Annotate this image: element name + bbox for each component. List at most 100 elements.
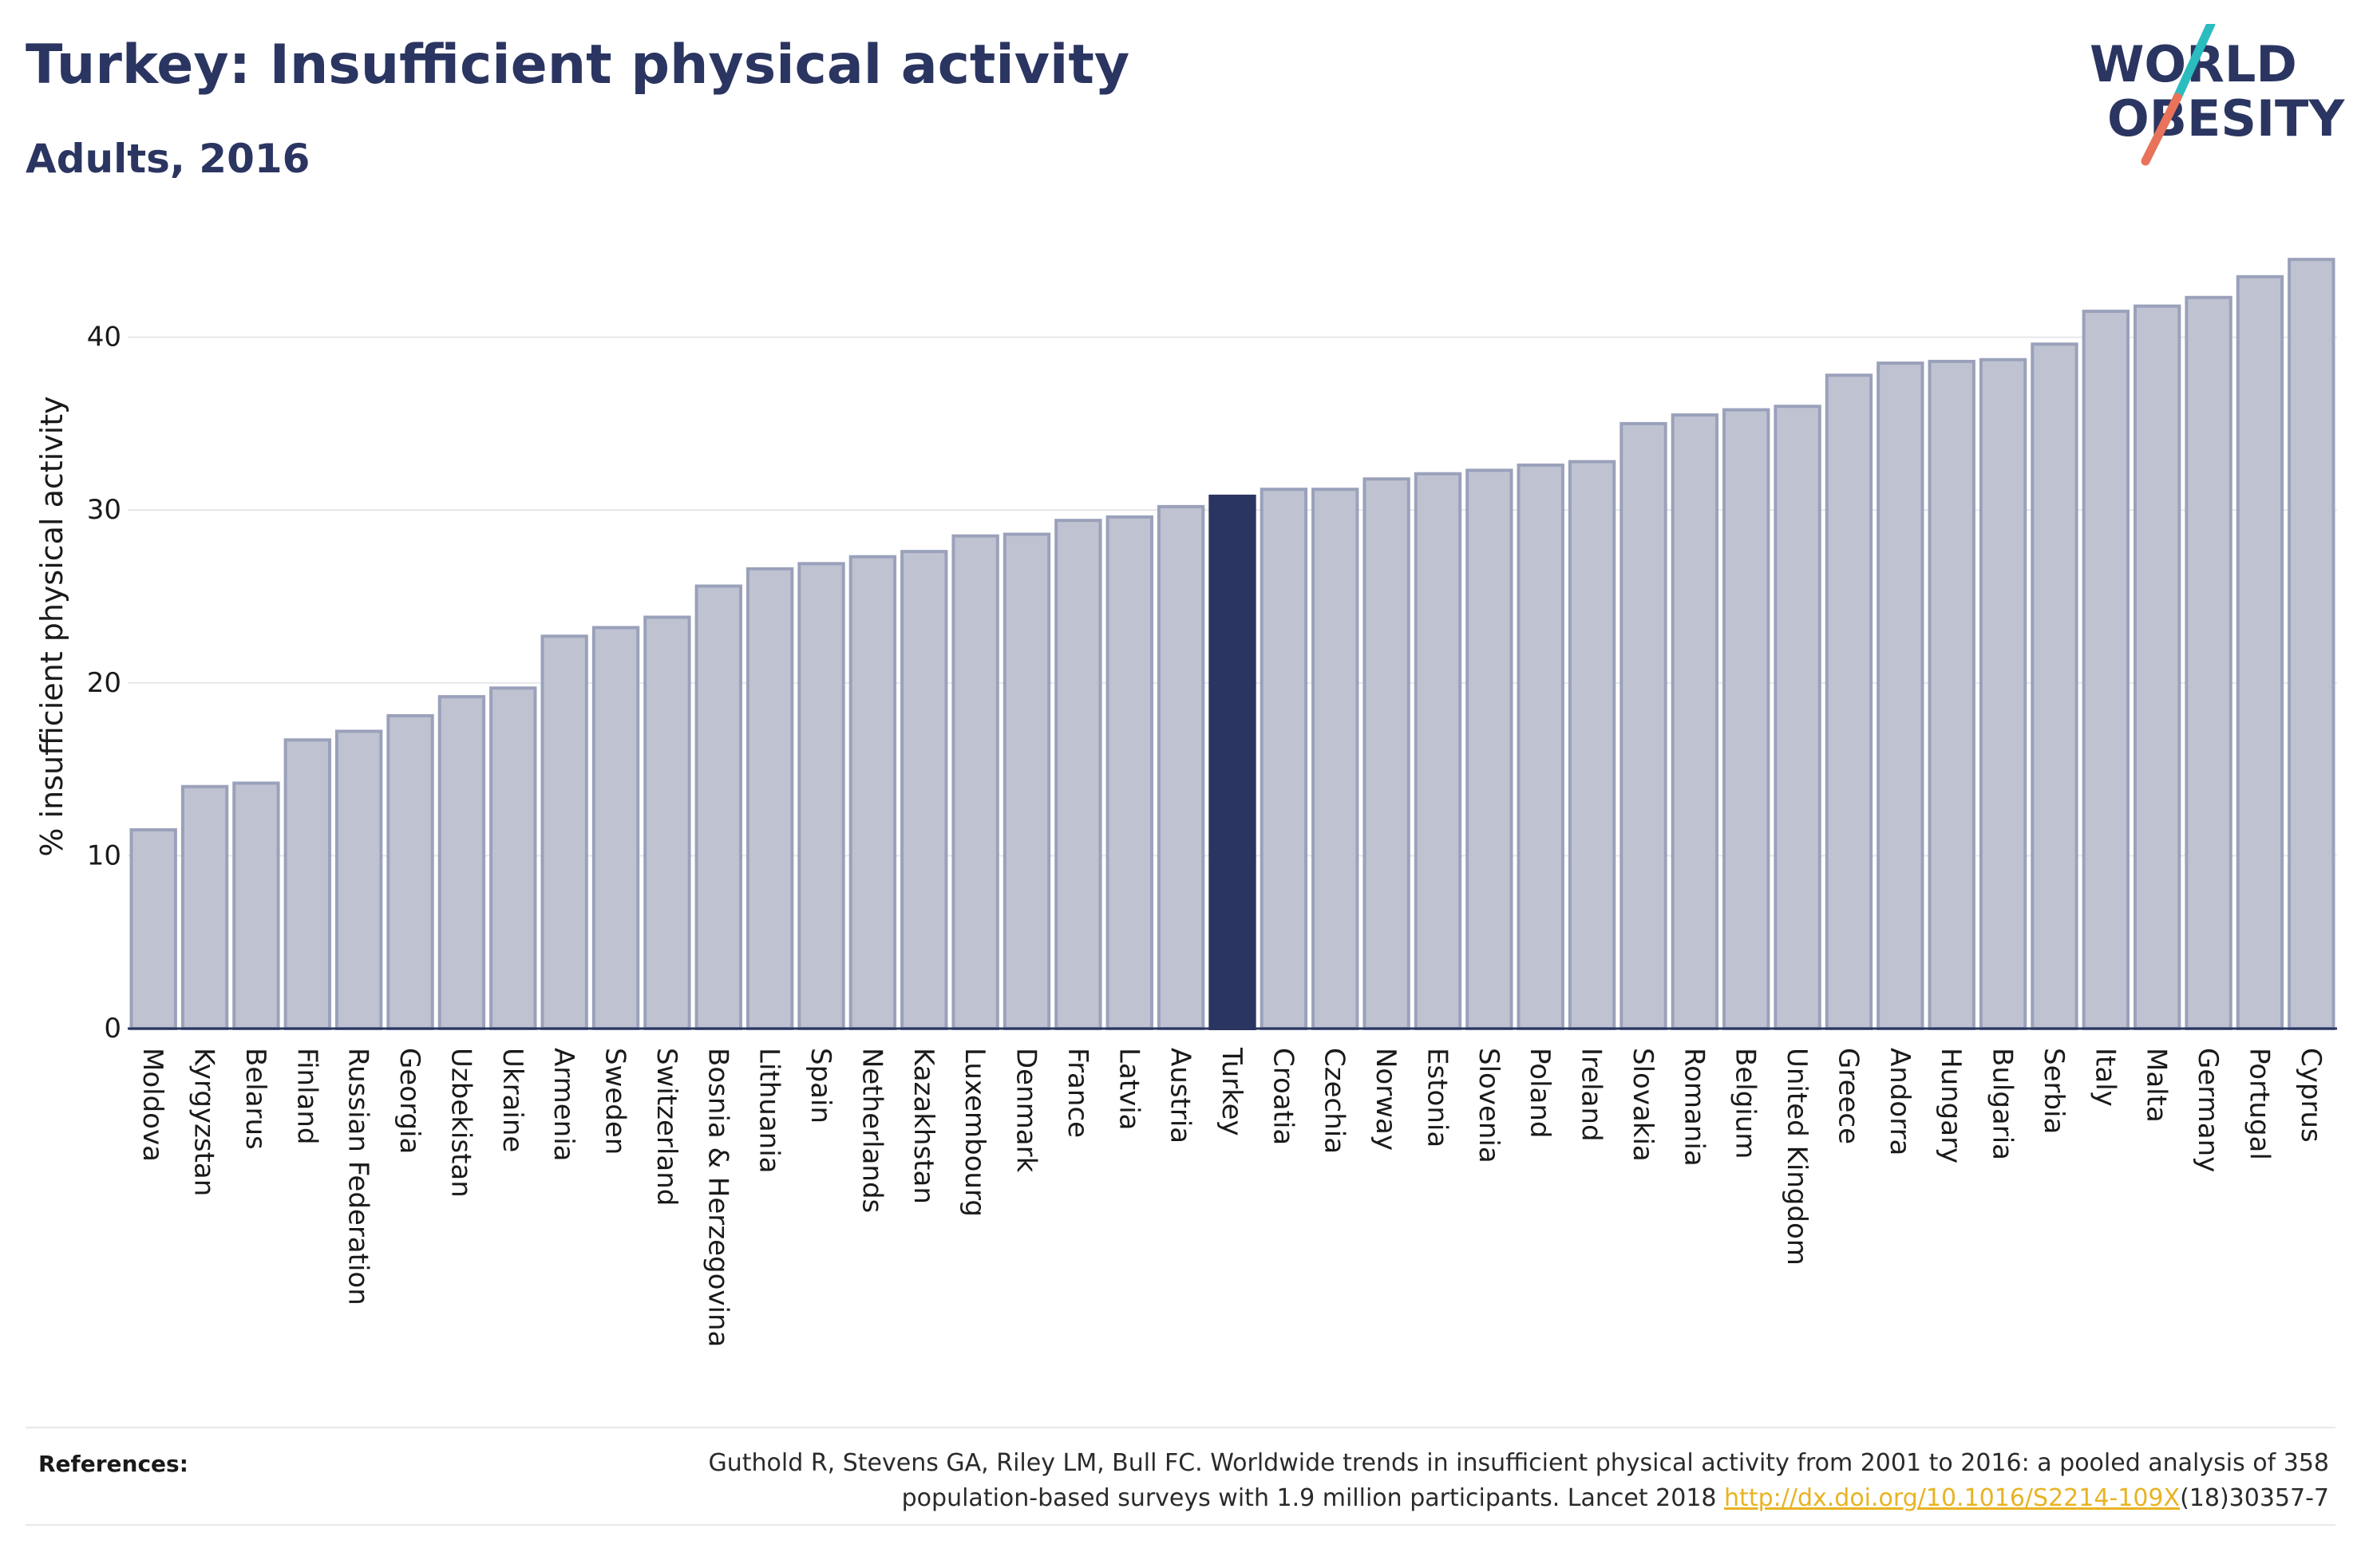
bar-croatia [1260, 488, 1308, 1030]
x-tick-label-lithuania: Lithuania [753, 1048, 785, 1173]
bar-austria [1157, 504, 1205, 1030]
x-tick-label-netherlands: Netherlands [856, 1048, 888, 1213]
x-tick-label-uzbekistan: Uzbekistan [445, 1048, 477, 1198]
x-tick-label-cyprus: Cyprus [2295, 1048, 2327, 1143]
bar-estonia [1414, 472, 1462, 1030]
y-tick-label: 20 [87, 667, 121, 699]
x-tick-label-moldova: Moldova [136, 1048, 168, 1162]
x-tick-label-georgia: Georgia [394, 1048, 425, 1154]
bar-italy [2082, 310, 2130, 1030]
x-tick-label-belarus: Belarus [239, 1048, 271, 1150]
x-tick-label-slovenia: Slovenia [1473, 1048, 1505, 1163]
x-tick-label-estonia: Estonia [1421, 1048, 1453, 1147]
footer-divider-bottom [26, 1524, 2335, 1526]
bar-moldova [129, 827, 177, 1031]
bar-serbia [2031, 342, 2078, 1031]
chart-title: Turkey: Insufficient physical activity [26, 34, 1130, 97]
bar-turkey [1208, 494, 1256, 1030]
x-tick-label-russian-federation: Russian Federation [342, 1048, 374, 1305]
x-tick-label-portugal: Portugal [2243, 1048, 2275, 1160]
bar-norway [1362, 477, 1410, 1030]
bar-bosnia-herzegovina [694, 584, 742, 1030]
bar-denmark [1003, 532, 1051, 1030]
x-tick-label-austria: Austria [1165, 1048, 1196, 1143]
x-tick-label-ukraine: Ukraine [496, 1048, 528, 1152]
x-tick-label-bosnia-herzegovina: Bosnia & Herzegovina [702, 1048, 734, 1347]
y-axis-title: % insufficient physical activity [34, 396, 69, 856]
world-obesity-logo: WORLD OBESITY [2090, 24, 2345, 166]
y-tick-label: 30 [87, 494, 121, 526]
bar-cyprus [2288, 258, 2335, 1030]
x-tick-label-greece: Greece [1832, 1048, 1864, 1144]
bar-belgium [1722, 408, 1770, 1030]
x-tick-label-kyrgyzstan: Kyrgyzstan [188, 1048, 220, 1196]
x-tick-label-norway: Norway [1370, 1048, 1402, 1151]
x-tick-label-germany: Germany [2192, 1048, 2224, 1172]
bar-france [1054, 519, 1102, 1030]
bar-chart: 0 10 20 30 40 % insufficient physical activit… [34, 258, 2337, 1347]
reference-line-1: Guthold R, Stevens GA, Riley LM, Bull FC… [708, 1449, 2329, 1477]
bar-poland [1517, 463, 1564, 1030]
x-tick-label-ireland: Ireland [1576, 1048, 1608, 1142]
x-tick-label-hungary: Hungary [1935, 1048, 1967, 1163]
bar-malta [2134, 304, 2181, 1030]
bar-romania [1671, 413, 1719, 1030]
bar-bulgaria [1979, 357, 2027, 1030]
bar-belarus [232, 781, 280, 1030]
bar-ireland [1568, 460, 1616, 1030]
bar-portugal [2236, 274, 2284, 1031]
bar-ukraine [489, 686, 537, 1030]
logo-line-2: OBESITY [2107, 89, 2345, 148]
bar-finland [283, 738, 331, 1030]
x-tick-label-andorra: Andorra [1884, 1048, 1916, 1155]
x-tick-label-romania: Romania [1678, 1048, 1710, 1167]
x-tick-label-luxembourg: Luxembourg [959, 1048, 991, 1217]
y-tick-label: 40 [87, 322, 121, 353]
reference-line-2-text: population-based surveys with 1.9 millio… [901, 1484, 1725, 1512]
bar-hungary [1928, 359, 1975, 1030]
bar-kazakhstan [900, 550, 948, 1030]
x-tick-label-turkey: Turkey [1216, 1047, 1248, 1136]
reference-doi-link[interactable]: http://dx.doi.org/10.1016/S2214-109X [1724, 1484, 2181, 1512]
x-tick-label-france: France [1062, 1048, 1093, 1138]
x-tick-label-poland: Poland [1524, 1048, 1556, 1139]
x-tick-label-denmark: Denmark [1010, 1048, 1042, 1173]
x-tick-label-malta: Malta [2141, 1048, 2173, 1123]
x-tick-label-czechia: Czechia [1319, 1048, 1351, 1154]
bar-lithuania [745, 567, 794, 1030]
bar-greece [1825, 373, 1873, 1030]
x-tick-label-switzerland: Switzerland [651, 1048, 682, 1206]
x-tick-label-finland: Finland [291, 1048, 322, 1145]
bar-germany [2185, 295, 2232, 1031]
bar-united-kingdom [1774, 405, 1821, 1030]
bar-russian-federation [334, 729, 383, 1030]
bar-kyrgyzstan [180, 784, 229, 1030]
bar-slovenia [1465, 468, 1513, 1030]
bar-sweden [591, 626, 640, 1030]
bar-spain [797, 562, 845, 1030]
x-tick-label-sweden: Sweden [599, 1048, 631, 1155]
bar-armenia [540, 634, 588, 1030]
references-label: References: [38, 1451, 188, 1477]
y-tick-label: 10 [87, 839, 121, 871]
x-tick-label-latvia: Latvia [1113, 1048, 1145, 1131]
x-tick-label-armenia: Armenia [548, 1048, 579, 1162]
references-text: Guthold R, Stevens GA, Riley LM, Bull FC… [493, 1446, 2329, 1516]
x-tick-label-italy: Italy [2089, 1048, 2121, 1107]
bar-switzerland [643, 615, 691, 1030]
x-tick-label-serbia: Serbia [2038, 1048, 2070, 1134]
x-tick-label-croatia: Croatia [1267, 1048, 1299, 1145]
logo-stroke-coral [2141, 93, 2182, 166]
bar-georgia [386, 713, 434, 1030]
y-tick-label: 0 [104, 1013, 121, 1045]
reference-line-2-suffix: (18)30357-7 [2180, 1484, 2329, 1512]
footer-divider-top [26, 1427, 2335, 1428]
x-tick-label-slovakia: Slovakia [1627, 1048, 1659, 1162]
bar-andorra [1877, 361, 1924, 1030]
bar-latvia [1105, 515, 1153, 1030]
reference-line-2: population-based surveys with 1.9 millio… [493, 1481, 2329, 1516]
x-tick-label-spain: Spain [805, 1048, 836, 1124]
chart-subtitle: Adults, 2016 [26, 136, 310, 182]
x-tick-label-kazakhstan: Kazakhstan [908, 1048, 939, 1204]
bar-uzbekistan [437, 695, 486, 1030]
